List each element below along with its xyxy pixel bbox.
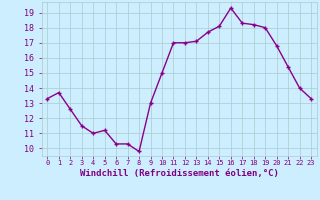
X-axis label: Windchill (Refroidissement éolien,°C): Windchill (Refroidissement éolien,°C) (80, 169, 279, 178)
